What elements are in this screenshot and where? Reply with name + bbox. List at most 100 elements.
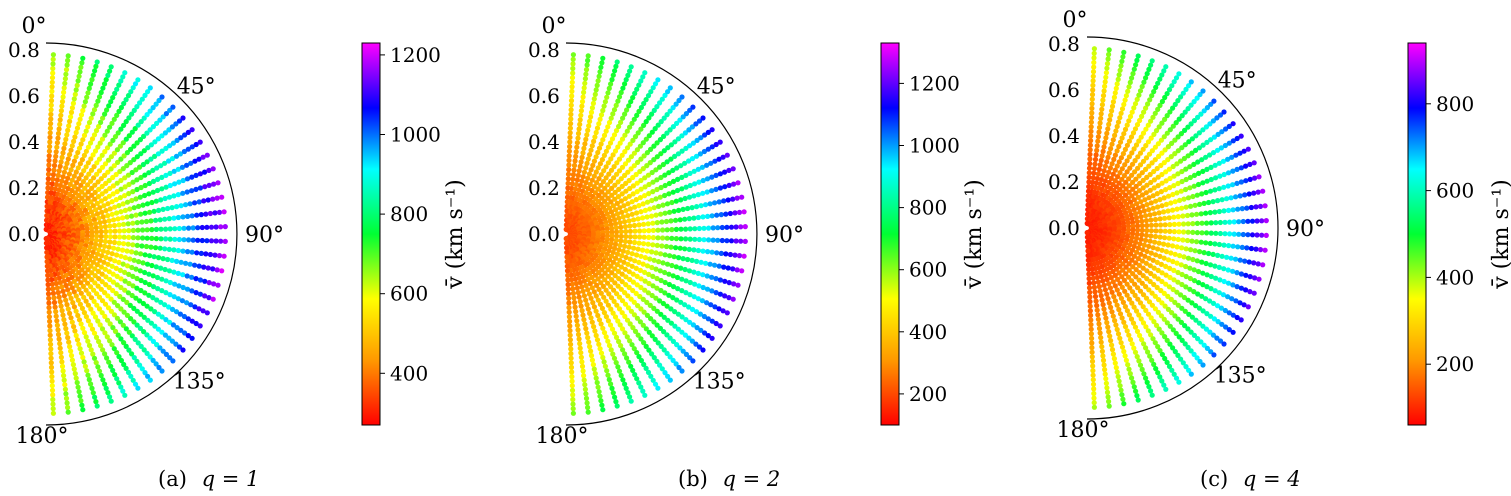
scatter-point xyxy=(146,170,152,176)
scatter-point xyxy=(1141,208,1147,214)
scatter-point xyxy=(128,89,134,95)
scatter-point xyxy=(118,209,124,215)
scatter-point xyxy=(627,394,633,400)
scatter-point xyxy=(662,290,668,296)
scatter-point xyxy=(123,136,129,142)
scatter-point xyxy=(682,302,688,308)
scatter-point xyxy=(180,214,186,220)
scatter-point xyxy=(180,177,186,184)
scatter-point xyxy=(1180,237,1186,243)
scatter-point xyxy=(80,179,86,185)
scatter-point xyxy=(1085,253,1091,259)
scatter-point xyxy=(1170,163,1176,170)
scatter-point xyxy=(1122,126,1129,132)
scatter-point xyxy=(121,100,127,107)
scatter-point xyxy=(1140,292,1147,298)
scatter-point xyxy=(668,320,675,326)
scatter-point xyxy=(1145,328,1151,334)
scatter-point xyxy=(178,135,184,141)
scatter-point xyxy=(193,290,199,296)
scatter-point xyxy=(141,347,147,353)
scatter-point xyxy=(1134,354,1140,360)
scatter-point xyxy=(618,286,624,292)
scatter-point xyxy=(65,57,71,64)
scatter-point xyxy=(125,93,132,99)
scatter-point xyxy=(1113,85,1119,91)
scatter-point xyxy=(1237,257,1243,263)
scatter-point xyxy=(1095,316,1101,322)
scatter-point xyxy=(664,201,671,207)
scatter-point xyxy=(104,107,110,113)
scatter-point xyxy=(1109,309,1115,315)
radial-tick-label: 0.8 xyxy=(1048,32,1080,56)
scatter-point xyxy=(683,184,689,190)
scatter-point xyxy=(139,219,145,225)
scatter-point xyxy=(567,323,573,329)
scatter-point xyxy=(162,195,168,202)
scatter-point xyxy=(60,94,66,100)
angle-labels-b: 0° 45° 90° 135° 180° xyxy=(536,14,805,449)
scatter-point xyxy=(581,169,588,175)
scatter-point xyxy=(50,56,56,62)
scatter-point xyxy=(615,144,621,150)
scatter-point xyxy=(80,354,86,361)
scatter-point xyxy=(1109,141,1115,147)
scatter-point xyxy=(1157,234,1163,240)
scatter-point xyxy=(124,312,130,318)
scatter-point xyxy=(583,67,590,73)
scatter-point xyxy=(125,172,131,178)
colorbar-tick-label: 1200 xyxy=(909,71,960,95)
scatter-point xyxy=(113,265,119,271)
scatter-point xyxy=(692,181,698,187)
scatter-point xyxy=(137,164,143,170)
scatter-point xyxy=(1099,106,1105,112)
scatter-point xyxy=(132,381,139,387)
scatter-point xyxy=(1151,281,1157,288)
scatter-point xyxy=(110,325,116,331)
scatter-point xyxy=(159,288,165,294)
scatter-point xyxy=(1171,183,1177,189)
scatter-point xyxy=(580,312,586,318)
scatter-point xyxy=(79,305,85,311)
scatter-point xyxy=(100,377,106,383)
scatter-point xyxy=(1095,171,1101,177)
scatter-point xyxy=(615,283,621,289)
scatter-point xyxy=(1096,284,1102,290)
scatter-point xyxy=(65,53,71,59)
scatter-point xyxy=(603,298,609,304)
scatter-point xyxy=(658,174,664,181)
scatter-point xyxy=(163,290,169,296)
scatter-point xyxy=(1175,316,1181,322)
scatter-point xyxy=(1131,345,1137,351)
scatter-point xyxy=(1132,239,1139,245)
scatter-point xyxy=(153,217,159,223)
scatter-point xyxy=(53,153,59,159)
scatter-point xyxy=(1109,342,1115,348)
scatter-point xyxy=(1142,197,1148,203)
scatter-point xyxy=(696,225,703,232)
scatter-point xyxy=(89,136,96,142)
scatter-point xyxy=(1091,46,1097,52)
scatter-point xyxy=(1248,204,1254,211)
scatter-point xyxy=(85,372,91,378)
scatter-point xyxy=(653,266,659,272)
scatter-point xyxy=(1149,160,1155,166)
scatter-point xyxy=(1195,291,1201,297)
scatter-point xyxy=(726,295,732,301)
scatter-point xyxy=(611,175,617,181)
scatter-point xyxy=(102,81,108,87)
scatter-point xyxy=(1086,266,1092,272)
scatter-point xyxy=(147,335,153,341)
scatter-point xyxy=(635,159,641,165)
scatter-point xyxy=(1206,199,1212,206)
scatter-point xyxy=(210,296,216,302)
scatter-point xyxy=(145,89,151,95)
scatter-point xyxy=(1106,121,1112,127)
scatter-point xyxy=(120,215,126,221)
scatter-point xyxy=(117,228,123,234)
scatter-point xyxy=(109,120,115,126)
scatter-point xyxy=(1203,210,1209,216)
scatter-point xyxy=(105,305,112,311)
scatter-point xyxy=(134,104,140,110)
scatter-point xyxy=(686,194,693,200)
